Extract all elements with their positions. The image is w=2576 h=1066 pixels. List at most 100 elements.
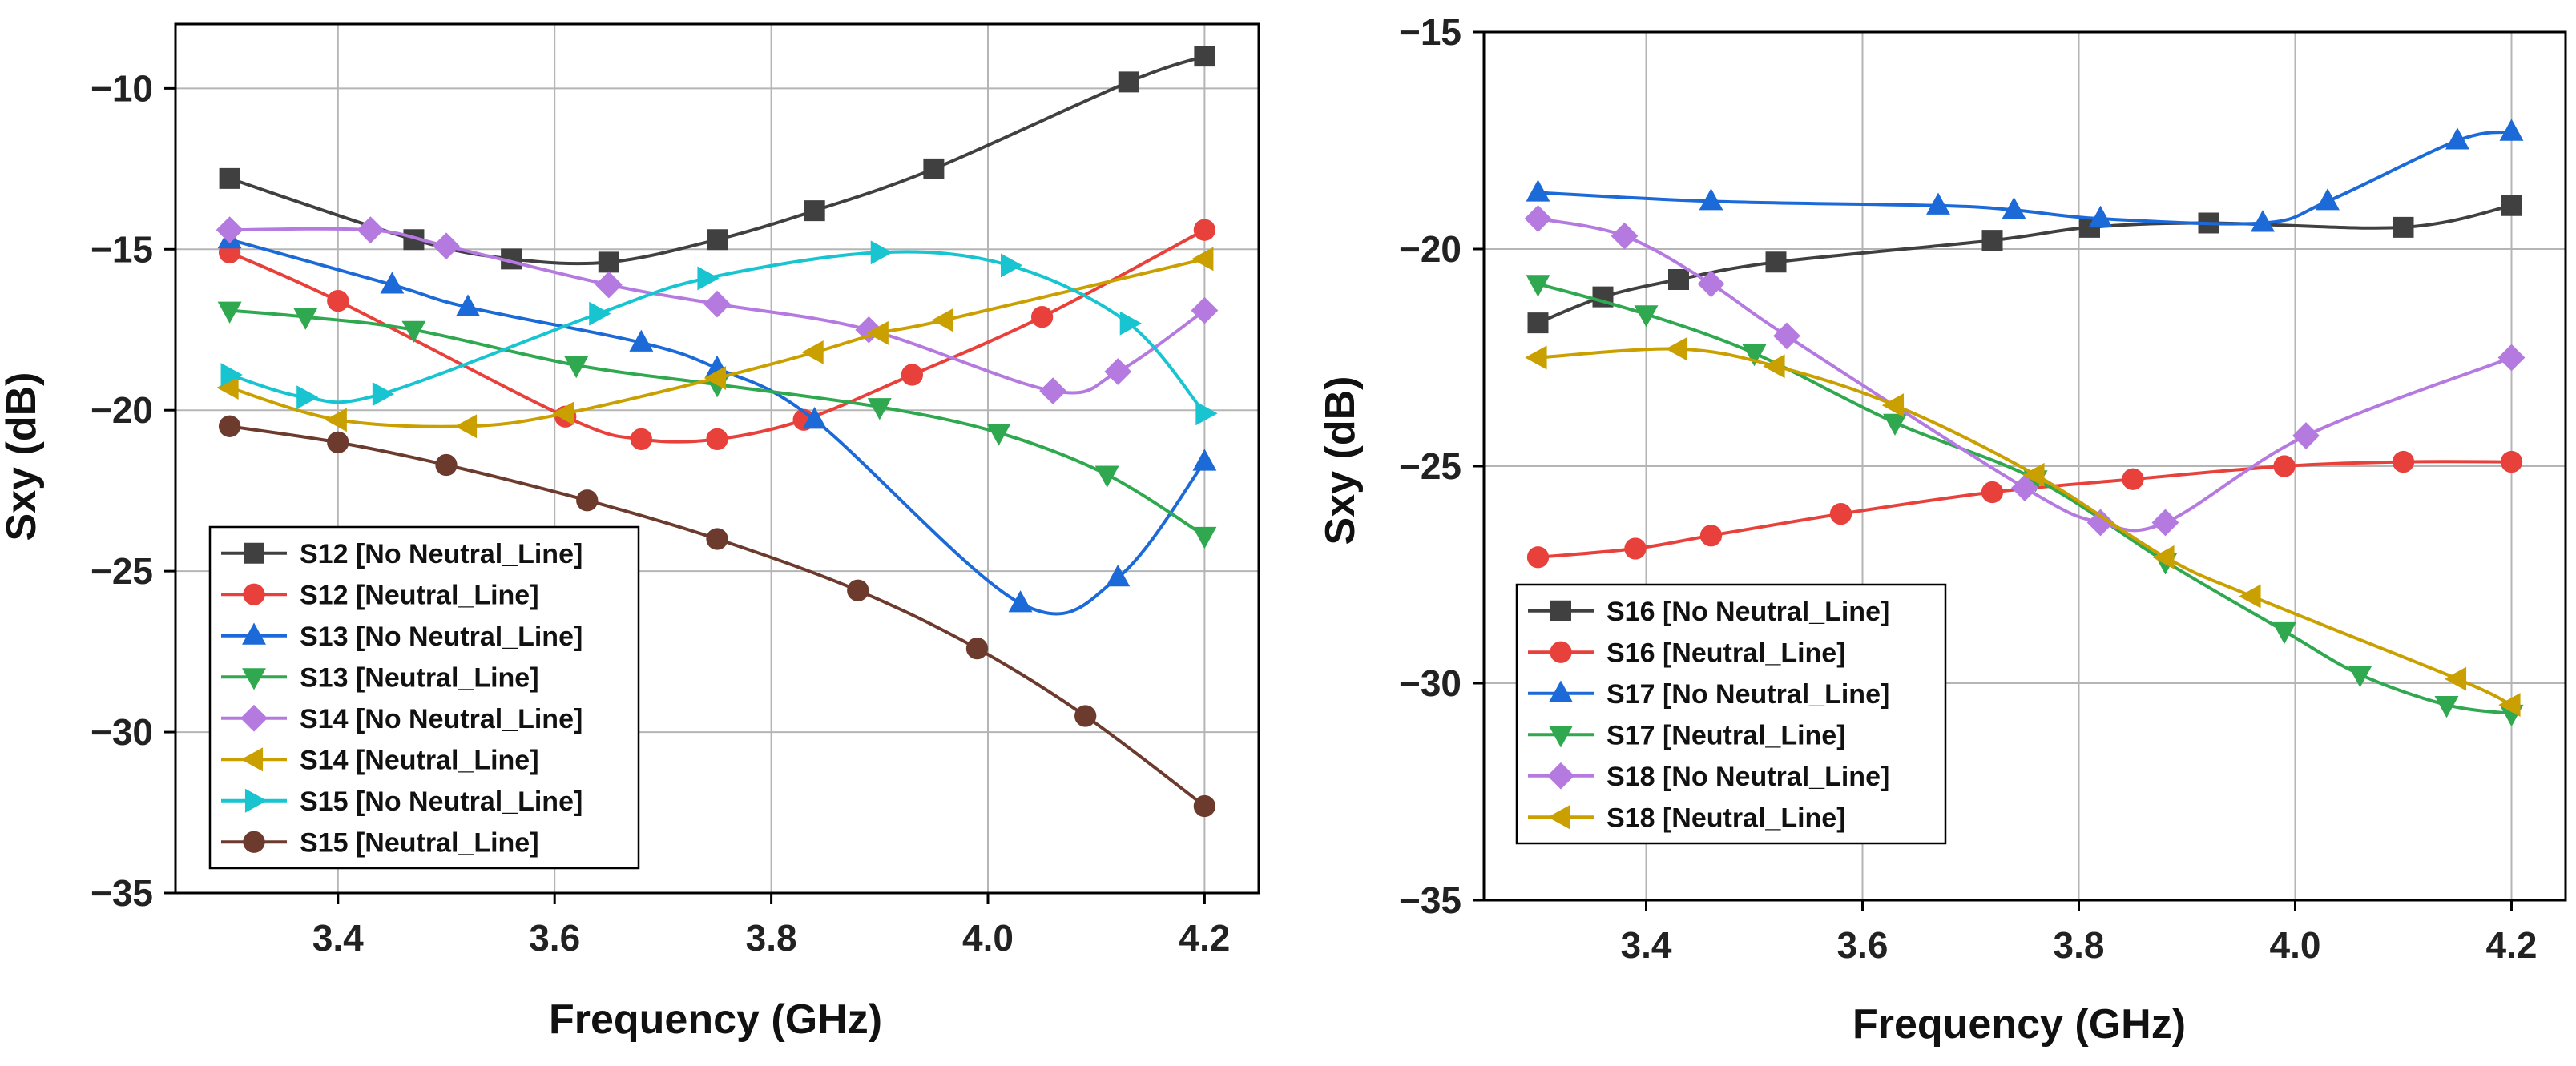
chart-right-legend-marker-1 bbox=[1550, 641, 1572, 663]
chart-left-series-4-point bbox=[1104, 358, 1132, 385]
chart-right-series-1-point bbox=[1981, 481, 2004, 504]
chart-left-series-5-point bbox=[703, 366, 727, 390]
chart-right-x-tick-label: 4.2 bbox=[2486, 924, 2538, 966]
chart-left-series-2-point bbox=[629, 329, 654, 352]
chart-right-series-0-point bbox=[1527, 312, 1549, 334]
chart-right-series-1-point bbox=[1829, 502, 1852, 525]
chart-right: 3.4 3.6 3.8 4.0 4.2 −15 −20 −25 −30 −35 Frequency… bbox=[1317, 11, 2567, 1048]
chart-left-series-3-point bbox=[217, 301, 242, 324]
chart-right-legend-label-0: S16 [No Neutral_Line] bbox=[1606, 597, 1889, 627]
chart-left-series-0-point bbox=[1118, 71, 1139, 93]
chart-right-legend-marker-5 bbox=[1547, 805, 1570, 830]
chart-right-series-5-point bbox=[1525, 345, 1547, 370]
chart-right-legend: S16 [No Neutral_Line] S16 [Neutral_Line] S… bbox=[1515, 583, 1947, 845]
chart-left-series-7-point bbox=[847, 579, 869, 601]
chart-right-series-3-point bbox=[2348, 666, 2372, 688]
chart-right-series-4 bbox=[1524, 205, 2526, 537]
chart-right-series-1-point bbox=[1699, 525, 1723, 547]
chart-right-series-5-point bbox=[2498, 693, 2521, 718]
chart-left-series-6-point bbox=[220, 363, 243, 387]
chart-right-series-0-point bbox=[2393, 216, 2414, 238]
chart-right-legend-marker-3 bbox=[1549, 726, 1573, 748]
chart-right-series-0-point bbox=[2501, 195, 2522, 216]
chart-left-series-4-point bbox=[703, 290, 731, 318]
chart-left-series-1-point bbox=[1030, 306, 1054, 328]
chart-left-y-tick-label: −10 bbox=[91, 67, 153, 109]
chart-right-x-tick-label: 3.8 bbox=[2054, 924, 2105, 966]
chart-left-y-tick-label: −35 bbox=[91, 872, 153, 914]
chart-left-series-3-point bbox=[1192, 526, 1217, 549]
chart-right-legend-marker-0 bbox=[1550, 600, 1571, 621]
chart-left-series-6-point bbox=[589, 301, 611, 326]
chart-left-series-1-point bbox=[327, 289, 349, 312]
chart-right-series-0-point bbox=[1765, 251, 1787, 273]
chart-right-legend-label-5: S18 [Neutral_Line] bbox=[1606, 803, 1846, 833]
chart-left-legend-marker-0 bbox=[244, 542, 264, 564]
chart-right-series-2-point bbox=[2088, 205, 2113, 228]
chart-right-series-0-line bbox=[1537, 203, 2512, 324]
chart-left-series-2-point bbox=[1106, 564, 1131, 587]
chart-left-series-6-point bbox=[1195, 401, 1218, 426]
chart-left-legend-marker-1 bbox=[243, 583, 265, 605]
chart-left-series-6-line bbox=[229, 250, 1206, 415]
chart-left-series-4-point bbox=[595, 271, 623, 299]
chart-right-series-4-point bbox=[1524, 205, 1552, 232]
chart-right-legend-label-4: S18 [No Neutral_Line] bbox=[1606, 762, 1889, 792]
chart-right-x-axis-title: Frequency (GHz) bbox=[1852, 1001, 2186, 1048]
chart-right-series-4-point bbox=[2086, 509, 2114, 537]
chart-left-series-5-point bbox=[866, 320, 889, 345]
chart-left-legend-marker-2 bbox=[242, 622, 266, 645]
chart-left-series-3-point bbox=[293, 308, 318, 330]
chart-left-series bbox=[216, 46, 1219, 818]
chart-left-series-5-point bbox=[325, 408, 347, 432]
chart-right-series-4-point bbox=[2011, 474, 2038, 501]
chart-right-series-5-point bbox=[1881, 393, 1905, 418]
chart-left-series-7-point bbox=[965, 637, 989, 660]
chart-left-series-3-point bbox=[401, 320, 426, 344]
chart-left-y-tick-label: −30 bbox=[91, 711, 153, 753]
chart-right-series-3-line bbox=[1537, 282, 2512, 715]
chart-left-series-5-point bbox=[552, 401, 574, 426]
chart-left-series-3-point bbox=[986, 424, 1011, 446]
chart-left-legend-label-6: S15 [No Neutral_Line] bbox=[300, 786, 583, 817]
chart-right-series-1-point bbox=[1526, 546, 1550, 569]
chart-right-series-5-point bbox=[2239, 584, 2261, 609]
chart-left-series-7 bbox=[218, 415, 1216, 818]
chart-left-series-1-point bbox=[901, 364, 924, 386]
chart-right-series-2 bbox=[1526, 119, 2524, 232]
chart-left-series-5-point bbox=[801, 340, 824, 364]
chart-left-legend-marker-5 bbox=[240, 747, 264, 772]
chart-right-series-2-point bbox=[2499, 119, 2524, 141]
chart-right-series-2-point bbox=[2316, 188, 2340, 211]
chart-left-series-2-point bbox=[802, 407, 827, 429]
chart-left-series-5-point bbox=[454, 414, 478, 439]
chart-left-legend-label-1: S12 [Neutral_Line] bbox=[300, 580, 539, 610]
chart-right-series-2-point bbox=[2251, 210, 2275, 232]
chart-right-series-0 bbox=[1527, 195, 2522, 334]
chart-left-series-0-point bbox=[707, 229, 728, 251]
chart-right-legend-box bbox=[1515, 583, 1947, 845]
chart-left-series-2-point bbox=[1008, 590, 1033, 613]
chart-left-series-7-point bbox=[576, 489, 599, 512]
chart-left-series-4-point bbox=[357, 216, 385, 244]
chart-left-legend-label-3: S13 [Neutral_Line] bbox=[300, 662, 539, 693]
chart-left-x-tick-label: 3.4 bbox=[312, 917, 364, 959]
chart-right-series-5-point bbox=[1763, 354, 1785, 379]
chart-right-series-2-line bbox=[1538, 130, 2512, 226]
chart-left-series-2-point bbox=[456, 294, 480, 316]
chart-left-series-6-point bbox=[1119, 311, 1143, 336]
chart-left-series-3-point bbox=[867, 398, 892, 420]
chart-left-series-6-point bbox=[697, 266, 720, 291]
chart-right-series-5-point bbox=[2444, 666, 2467, 691]
chart-left-series-1-point bbox=[1193, 219, 1216, 241]
chart-left-series-7-point bbox=[706, 528, 728, 550]
chart-right-series-5-point bbox=[2152, 545, 2175, 569]
chart-left-series-0-point bbox=[1194, 46, 1215, 67]
chart-left-series-2-point bbox=[380, 272, 405, 294]
chart-right-series-0-point bbox=[1668, 268, 1689, 290]
chart-right-ticks: 3.4 3.6 3.8 4.0 4.2 −15 −20 −25 −30 −35 bbox=[1399, 11, 2538, 966]
chart-right-series-4-point bbox=[1773, 322, 1800, 350]
chart-left-x-tick-label: 3.8 bbox=[746, 917, 797, 959]
chart-left-series-7-point bbox=[218, 415, 241, 437]
